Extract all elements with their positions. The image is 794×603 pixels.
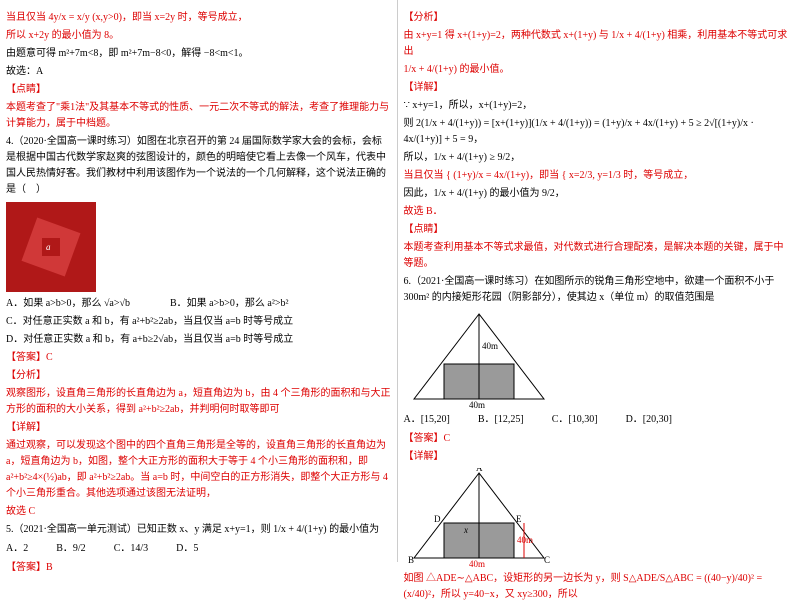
line: 由 x+y=1 得 x+(1+y)=2，两种代数式 x+(1+y) 与 1/x … (404, 28, 789, 60)
line: 故选 B． (404, 204, 789, 220)
triangle-diagram-1: 40m 40m (404, 309, 554, 409)
line: 所以 x+2y 的最小值为 8。 (6, 28, 391, 44)
line: 通过观察，可以发现这个图中的四个直角三角形是全等的，设直角三角形的长直角边为 a… (6, 438, 391, 502)
question-4: 4.（2020·全国高一课时练习）如图在北京召开的第 24 届国际数学家大会的会… (6, 134, 391, 198)
line: 本题考查利用基本不等式求最值，对代数式进行合理配凑，是解决本题的关键，属于中等题… (404, 240, 789, 272)
line: 观察图形，设直角三角形的长直角边为 a，短直角边为 b，由 4 个三角形的面积和… (6, 386, 391, 418)
line: 1/x + 4/(1+y) 的最小值。 (404, 62, 789, 78)
option-a: A．如果 a>b>0，那么 √a>√b B．如果 a>b>0，那么 a²>b² (6, 296, 391, 312)
svg-text:40m: 40m (469, 559, 485, 568)
line: 故选：A (6, 64, 391, 80)
line: 由题意可得 m²+7m<8，即 m²+7m−8<0，解得 −8<m<1。 (6, 46, 391, 62)
line: 本题考查了"乘1法"及其基本不等式的性质、一元二次不等式的解法，考查了推理能力与… (6, 100, 391, 132)
line: 当且仅当 4y/x = x/y (x,y>0)，即当 x=2y 时，等号成立， (6, 10, 391, 26)
svg-text:40m: 40m (482, 341, 498, 351)
xiangjie: 【详解】 (404, 449, 789, 465)
svg-text:A: A (476, 468, 483, 473)
svg-text:B: B (408, 555, 414, 565)
triangle-diagram-2: A D E B C x 40m 40m (404, 468, 554, 568)
svg-text:D: D (434, 514, 441, 524)
q5-options: A．2B．9/2C．14/3D．5 (6, 541, 391, 557)
question-5: 5.（2021·全国高一单元测试）已知正数 x、y 满足 x+y=1，则 1/x… (6, 522, 391, 538)
svg-text:40m: 40m (469, 400, 485, 409)
line: ∵ x+y=1，所以，x+(1+y)=2， (404, 98, 789, 114)
section-dianj: 【点睛】 (6, 82, 391, 98)
line: 故选 C (6, 504, 391, 520)
dianping: 【点睛】 (404, 222, 789, 238)
line: 如图 △ADE∼△ABC，设矩形的另一边长为 y，则 S△ADE/S△ABC =… (404, 571, 789, 603)
svg-text:E: E (516, 514, 522, 524)
line: 则 2(1/x + 4/(1+y)) = [x+(1+y)](1/x + 4/(… (404, 116, 789, 148)
q4-text: 4.（2020·全国高一课时练习）如图在北京召开的第 24 届国际数学家大会的会… (6, 136, 386, 195)
option-d: D．对任意正实数 a 和 b，有 a+b≥2√ab，当且仅当 a=b 时等号成立 (6, 332, 391, 348)
answer-4: 【答案】C (6, 350, 391, 366)
option-c: C．对任意正实数 a 和 b，有 a²+b²≥2ab，当且仅当 a=b 时等号成… (6, 314, 391, 330)
svg-text:C: C (544, 555, 550, 565)
fenxi: 【分析】 (404, 10, 789, 26)
svg-text:40m: 40m (517, 535, 533, 545)
answer-5: 【答案】B (6, 560, 391, 576)
svg-text:x: x (463, 525, 468, 535)
xiangjie: 【详解】 (404, 80, 789, 96)
q6-options: A．[15,20]B．[12,25]C．[10,30]D．[20,30] (404, 412, 789, 428)
line: 所以，1/x + 4/(1+y) ≥ 9/2， (404, 150, 789, 166)
zhaoshuang-logo: a (6, 202, 96, 292)
question-6: 6.（2021·全国高一课时练习）在如图所示的锐角三角形空地中，欲建一个面积不小… (404, 274, 789, 306)
line: 因此，1/x + 4/(1+y) 的最小值为 9/2， (404, 186, 789, 202)
fenxi: 【分析】 (6, 368, 391, 384)
line: 当且仅当 { (1+y)/x = 4x/(1+y)，即当 { x=2/3, y=… (404, 168, 789, 184)
answer-6: 【答案】C (404, 431, 789, 447)
xiangjie: 【详解】 (6, 420, 391, 436)
